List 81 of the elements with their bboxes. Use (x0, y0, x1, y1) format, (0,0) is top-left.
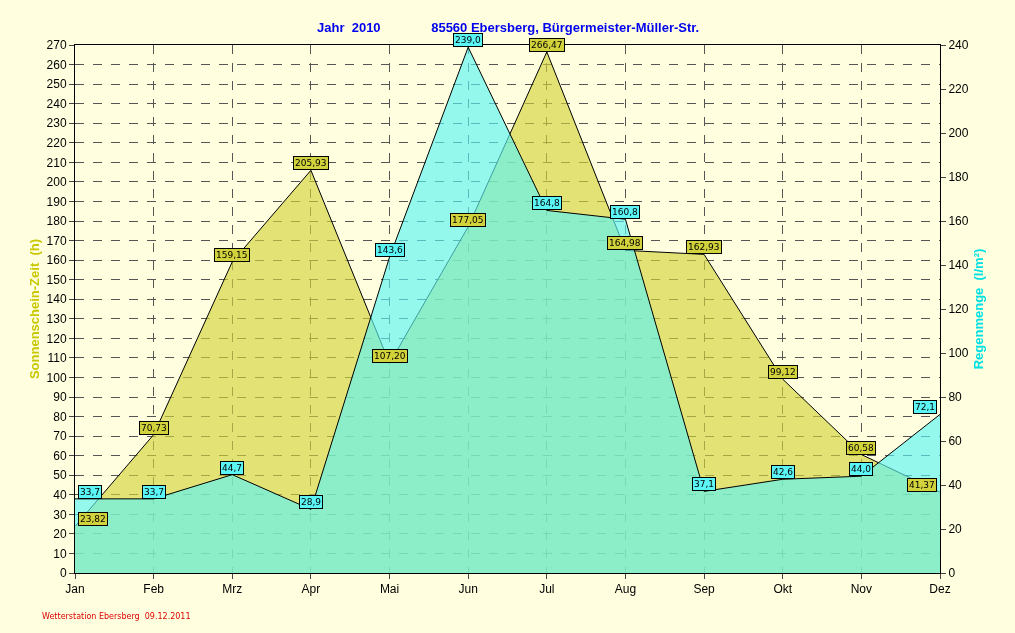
x-tick-label: Okt (773, 582, 793, 597)
data-label: 44,7 (222, 463, 243, 473)
y-tick-label: 30 (53, 507, 67, 522)
y-tick-label: 130 (46, 311, 67, 326)
y-tick-label: 60 (53, 448, 67, 463)
y-tick-label: 50 (53, 468, 67, 483)
y-tick-label: 230 (46, 116, 67, 131)
x-tick-label: Sep (693, 582, 716, 597)
y-tick-label: 170 (46, 233, 67, 248)
data-label: 70,73 (141, 423, 167, 433)
y2-tick-label: 140 (948, 258, 969, 273)
data-label: 72,1 (915, 402, 936, 412)
y2-tick-label: 80 (948, 390, 963, 405)
x-tick-label: Aug (614, 582, 637, 597)
y2-tick-label: 40 (948, 478, 963, 493)
data-label: 162,93 (688, 242, 720, 252)
x-tick-label: Mrz (222, 582, 243, 597)
y-tick-label: 90 (53, 390, 67, 405)
y-tick-label: 200 (46, 175, 67, 190)
y-axis-title: Sonnenschein-Zeit (h) (27, 238, 42, 380)
y-tick-label: 220 (46, 135, 67, 150)
y2-tick-label: 160 (948, 214, 969, 229)
y-tick-label: 260 (46, 57, 67, 72)
y-tick-label: 140 (46, 292, 67, 307)
data-label: 42,6 (773, 467, 794, 477)
y-tick-label: 190 (46, 194, 67, 209)
x-tick-label: Apr (301, 582, 321, 597)
y-tick-label: 40 (53, 487, 67, 502)
x-tick-label: Jan (65, 582, 85, 597)
y-tick-label: 10 (53, 546, 67, 561)
y2-tick-label: 220 (948, 82, 969, 97)
chart-title: Jahr 2010 85560 Ebersberg, Bürgermeister-Müller-Str. (317, 20, 700, 35)
data-label: 28,9 (301, 497, 322, 507)
x-tick-label: Dez (929, 582, 951, 597)
data-label: 164,98 (609, 238, 641, 248)
y2-tick-label: 20 (948, 522, 963, 537)
y-tick-label: 210 (46, 155, 67, 170)
y-tick-label: 180 (46, 214, 67, 229)
y-tick-label: 80 (53, 409, 67, 424)
data-label: 33,7 (80, 487, 101, 497)
x-tick-label: Jun (458, 582, 478, 597)
y-tick-label: 240 (46, 96, 67, 111)
data-label: 41,37 (909, 480, 935, 490)
data-label: 99,12 (770, 367, 796, 377)
y-tick-label: 120 (46, 331, 67, 346)
y-tick-label: 0 (59, 566, 67, 581)
x-tick-label: Mai (379, 582, 400, 597)
y-tick-label: 70 (53, 429, 67, 444)
data-label: 164,8 (534, 198, 561, 208)
y-tick-label: 160 (46, 253, 67, 268)
x-tick-label: Jul (539, 582, 555, 597)
data-label: 37,1 (694, 479, 715, 489)
y2-tick-label: 100 (948, 346, 969, 361)
y2-tick-label: 200 (948, 126, 969, 141)
text: Wetterstation Ebersberg 09.12.2011 (42, 612, 191, 621)
data-label: 160,8 (612, 207, 639, 217)
x-tick-label: Feb (143, 582, 165, 597)
y-tick-label: 270 (46, 38, 67, 53)
y-tick-label: 250 (46, 77, 67, 92)
y2-tick-label: 120 (948, 302, 969, 317)
y2-tick-label: 240 (948, 38, 969, 53)
data-label: 23,82 (80, 514, 106, 524)
data-label: 143,6 (377, 245, 404, 255)
x-tick-label: Nov (850, 582, 873, 597)
data-label: 205,93 (295, 158, 327, 168)
y2-tick-label: 60 (948, 434, 963, 449)
y-tick-label: 150 (46, 272, 67, 287)
y2-tick-label: 0 (948, 566, 956, 581)
data-label: 239,0 (455, 35, 482, 45)
y2-axis-title: Regenmenge (l/m²) (970, 248, 986, 370)
data-label: 107,20 (374, 351, 406, 361)
y-tick-label: 110 (47, 351, 67, 366)
y-tick-label: 100 (46, 370, 67, 385)
data-label: 60,58 (848, 443, 875, 453)
y2-tick-label: 180 (948, 170, 969, 185)
data-label: 266,47 (531, 40, 563, 50)
data-label: 33,7 (144, 487, 165, 497)
data-label: 44,0 (851, 464, 872, 474)
data-label: 159,15 (216, 250, 248, 260)
y-tick-label: 20 (53, 527, 67, 542)
data-label: 177,05 (452, 215, 484, 225)
